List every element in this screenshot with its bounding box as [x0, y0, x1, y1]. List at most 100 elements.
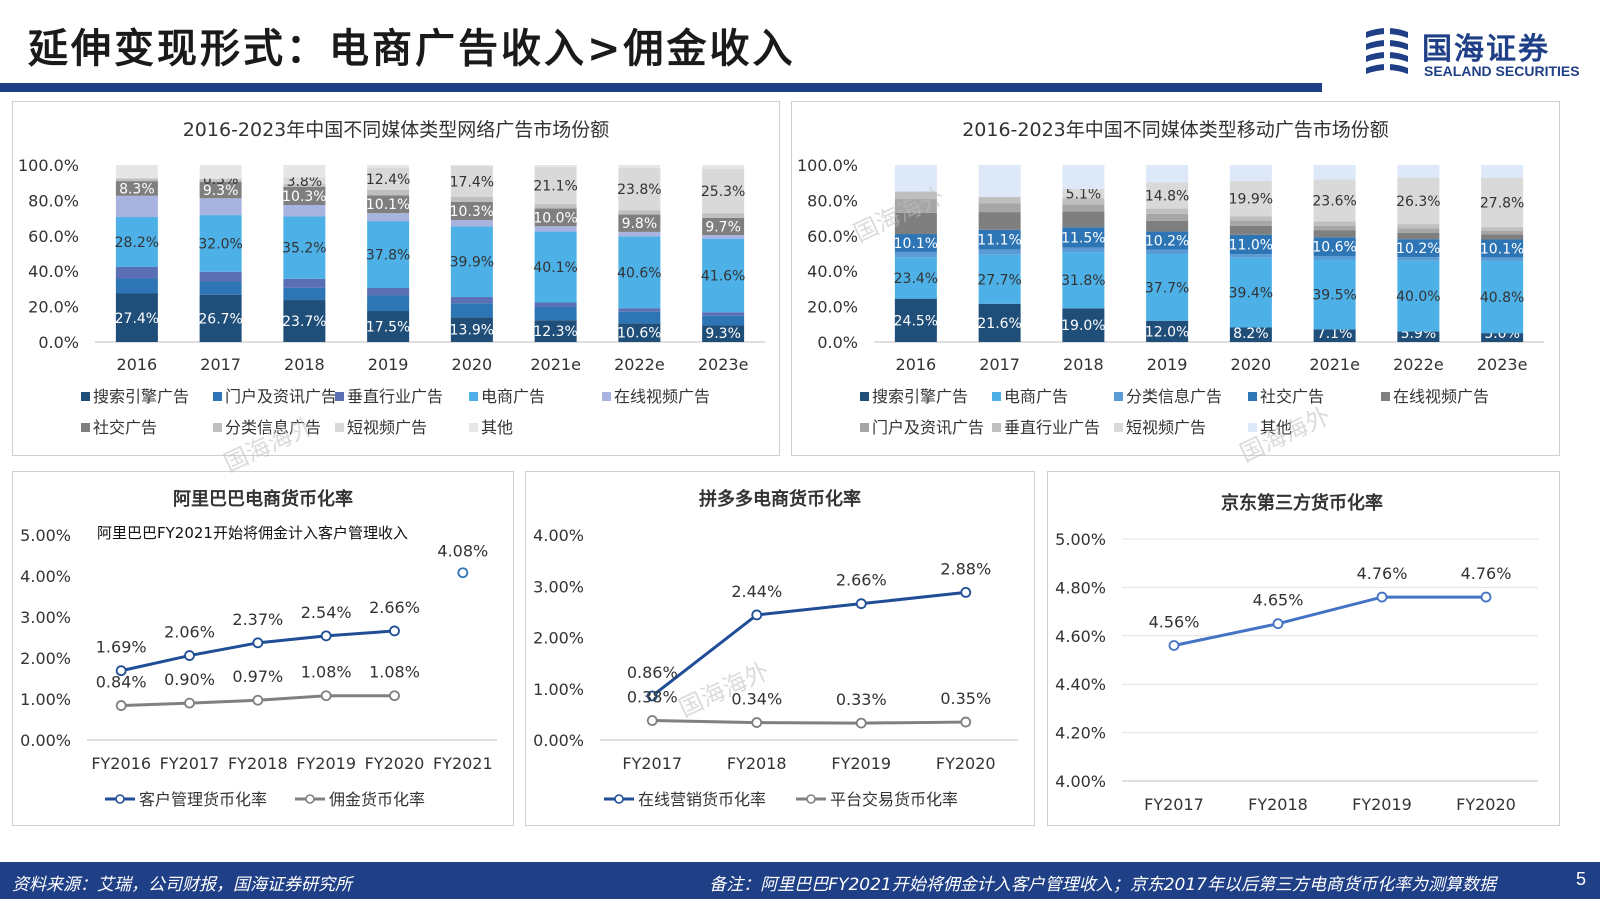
- bar-segment: [1062, 247, 1105, 253]
- legend-label: 平台交易货币化率: [830, 790, 958, 809]
- bar-segment: [115, 266, 158, 279]
- data-point: [855, 717, 867, 729]
- bar-segment: [894, 234, 937, 252]
- y-tick-label: 40.0%: [807, 262, 858, 281]
- bar-segment: [1481, 230, 1524, 235]
- data-label: 12.4%: [366, 172, 410, 188]
- bar-segment: [894, 198, 937, 213]
- bar-segment: [199, 198, 242, 216]
- data-label: 26.3%: [1396, 194, 1440, 210]
- y-tick-label: 0.0%: [38, 333, 79, 352]
- data-label: 9.8%: [622, 216, 658, 232]
- bar-segment: [1481, 333, 1524, 342]
- bar-segment: [1146, 249, 1189, 255]
- data-label: 10.6%: [617, 326, 661, 342]
- data-label: 0.84%: [96, 673, 147, 692]
- legend-swatch: [1248, 392, 1257, 401]
- x-tick-label: 2018: [1063, 355, 1104, 374]
- bar-segment: [1146, 165, 1189, 183]
- legend-marker: [806, 794, 816, 804]
- data-label: 10.1%: [894, 236, 938, 252]
- bar-segment: [702, 315, 745, 326]
- bar-segment: [1229, 216, 1272, 221]
- bar-segment: [534, 226, 577, 232]
- data-label: 31.8%: [1061, 273, 1105, 289]
- series-line: [120, 629, 395, 673]
- chart-panel-mobile-ad-share: 2016-2023年中国不同媒体类型移动广告市场份额 100.0% 80.0% 60.…: [791, 101, 1560, 456]
- data-point: [115, 700, 127, 711]
- bar-segment: [1229, 165, 1272, 181]
- data-point: [751, 609, 763, 621]
- chart-panel-jd-monetization: 京东第三方货币化率 5.00% 4.80% 4.60% 4.40% 4.20% 4.00% F…: [1047, 471, 1560, 826]
- y-tick-label: 100.0%: [797, 156, 858, 175]
- bar-segment: [1062, 189, 1105, 199]
- bar-segment: [115, 165, 158, 179]
- bar-segment: [115, 278, 158, 294]
- data-label: 7.1%: [1317, 326, 1353, 342]
- bar-segment: [1397, 177, 1440, 225]
- legend-swatch: [860, 423, 869, 432]
- y-tick-label: 40.0%: [28, 262, 79, 281]
- bar-segment: [534, 208, 577, 227]
- bar-segment: [534, 204, 577, 209]
- bar-segment: [1313, 225, 1356, 231]
- data-label: 14.8%: [1145, 188, 1189, 204]
- bar-segment: [283, 205, 326, 217]
- bar-segment: [1481, 234, 1524, 240]
- y-tick-label: 60.0%: [807, 227, 858, 246]
- data-point: [252, 637, 264, 649]
- data-label: 10.2%: [1396, 241, 1440, 257]
- data-point: [1376, 591, 1388, 603]
- bar-segment: [702, 168, 745, 214]
- legend-label: 门户及资讯广告: [872, 418, 984, 437]
- bar-segment: [450, 317, 493, 342]
- bar-segment: [1229, 180, 1272, 217]
- x-tick-label: 2023e: [1477, 355, 1528, 374]
- data-label: 9.3%: [705, 326, 741, 342]
- data-label: 4.76%: [1461, 564, 1512, 583]
- data-label: 41.6%: [701, 268, 745, 284]
- legend-label: 垂直行业广告: [1004, 418, 1100, 437]
- company-logo: 国海证券 SEALAND SECURITIES: [1362, 24, 1592, 84]
- data-label: 32.0%: [198, 236, 242, 252]
- chart-title: 2016-2023年中国不同媒体类型网络广告市场份额: [183, 119, 610, 141]
- x-tick-label: FY2018: [727, 754, 787, 773]
- data-point: [252, 694, 264, 706]
- bar-segment: [450, 226, 493, 298]
- legend-swatch: [992, 392, 1001, 401]
- legend-swatch: [213, 392, 222, 401]
- bar-segment: [618, 214, 661, 232]
- y-tick-label: 0.0%: [817, 333, 858, 352]
- bar-segment: [367, 189, 410, 196]
- x-tick-label: FY2018: [1248, 795, 1308, 814]
- legend-label: 其他: [481, 418, 513, 437]
- data-label: 2.37%: [232, 610, 283, 629]
- bar-segment: [1146, 231, 1189, 250]
- data-label: 24.5%: [894, 313, 938, 329]
- bar-segment: [1313, 237, 1356, 256]
- bar-segment: [702, 312, 745, 316]
- data-label: 11.1%: [977, 233, 1021, 249]
- bar-segment: [894, 257, 937, 299]
- title-underline: [0, 83, 1322, 92]
- bar-segment: [115, 195, 158, 218]
- bar-segment: [534, 306, 577, 321]
- legend-swatch: [81, 392, 90, 401]
- x-tick-label: FY2018: [228, 754, 288, 773]
- data-point: [115, 665, 127, 677]
- x-tick-label: FY2020: [936, 754, 996, 773]
- legend-swatch: [602, 392, 611, 401]
- bar-segment: [1481, 165, 1524, 178]
- data-label: 40.1%: [533, 260, 577, 276]
- logo-english-text: SEALAND SECURITIES: [1424, 63, 1580, 79]
- sealand-logo-icon: [1362, 24, 1412, 80]
- y-tick-label: 2.00%: [20, 649, 71, 668]
- bar-segment: [702, 235, 745, 239]
- bar-segment: [199, 294, 242, 342]
- bar-segment: [283, 177, 326, 185]
- data-label: 17.4%: [450, 174, 494, 190]
- y-tick-label: 3.00%: [20, 608, 71, 627]
- bar-segment: [618, 210, 661, 215]
- bar-segment: [978, 249, 1021, 255]
- legend-label: 电商广告: [1004, 387, 1068, 406]
